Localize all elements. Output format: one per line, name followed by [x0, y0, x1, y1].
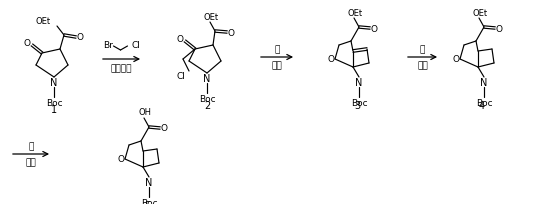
Text: O: O	[77, 33, 83, 42]
Text: N: N	[50, 78, 58, 88]
Text: 1: 1	[51, 104, 57, 114]
Text: Boc: Boc	[46, 99, 62, 108]
Text: O: O	[118, 155, 125, 164]
Text: O: O	[327, 55, 335, 64]
Text: O: O	[370, 24, 378, 33]
Text: 溶剂: 溶剂	[417, 61, 428, 70]
Text: Br: Br	[104, 41, 114, 50]
Text: Boc: Boc	[141, 198, 157, 204]
Text: 碱: 碱	[274, 45, 280, 54]
Text: N: N	[355, 78, 363, 88]
Text: 碱: 碱	[28, 142, 34, 151]
Text: 酸: 酸	[420, 45, 425, 54]
Text: O: O	[161, 124, 167, 133]
Text: Boc: Boc	[476, 99, 492, 108]
Text: Cl: Cl	[131, 41, 140, 50]
Text: O: O	[24, 39, 30, 48]
Text: 5: 5	[144, 200, 150, 204]
Text: OH: OH	[139, 108, 151, 117]
Text: N: N	[203, 74, 211, 84]
Text: 溶剂: 溶剂	[25, 158, 36, 167]
Text: O: O	[453, 55, 459, 64]
Text: 2: 2	[204, 101, 210, 110]
Text: 溶剂: 溶剂	[272, 61, 283, 70]
Text: OEt: OEt	[36, 17, 51, 26]
Text: Cl: Cl	[177, 72, 185, 81]
Text: OEt: OEt	[204, 12, 219, 21]
Text: O: O	[177, 35, 183, 44]
Text: O: O	[496, 24, 502, 33]
Text: OEt: OEt	[473, 8, 487, 17]
Text: N: N	[145, 177, 153, 187]
Text: 3: 3	[354, 101, 360, 110]
Text: O: O	[227, 28, 235, 37]
Text: Boc: Boc	[351, 99, 367, 108]
Text: OEt: OEt	[347, 8, 363, 17]
Text: 碱，溶剂: 碱，溶剂	[111, 64, 132, 73]
Text: Boc: Boc	[199, 95, 215, 104]
Text: 4: 4	[479, 101, 485, 110]
Text: N: N	[480, 78, 487, 88]
